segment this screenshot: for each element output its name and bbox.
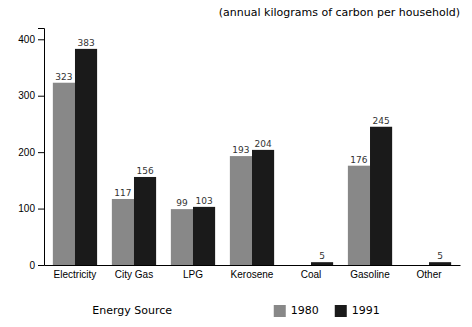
bar [53, 83, 75, 265]
y-tick: 300 [18, 90, 44, 101]
plot-area: 0 100 200 300 400 Electricity City Gas LPG Keros… [18, 29, 460, 281]
x-tick: Coal [301, 265, 322, 280]
bar [429, 262, 451, 265]
bar [348, 166, 370, 265]
bar [134, 177, 156, 265]
data-label: 176 [350, 155, 367, 165]
y-tick: 0 [29, 260, 44, 271]
bar [407, 265, 429, 266]
y-tick-label: 0 [29, 260, 35, 271]
x-tick-label: City Gas [115, 269, 153, 280]
y-tick: 200 [18, 147, 44, 158]
data-label: 245 [372, 116, 389, 126]
x-tick: Gasoline [350, 265, 390, 280]
data-label: 117 [114, 188, 131, 198]
x-tick-label: Kerosene [231, 269, 274, 280]
y-tick-mark [38, 39, 44, 40]
y-axis-line [38, 29, 45, 266]
legend-item: 1980 [274, 304, 319, 317]
y-tick-label: 200 [18, 147, 35, 158]
y-tick-label: 400 [18, 34, 35, 45]
bar [370, 127, 392, 265]
bar [230, 156, 252, 265]
y-tick-label: 300 [18, 90, 35, 101]
data-labels: 323 117 99 193 176 383 156 103 204 5 245 5 [55, 38, 443, 261]
x-tick-label: Gasoline [350, 269, 390, 280]
data-label: 103 [195, 196, 212, 206]
y-tick-mark [38, 265, 44, 266]
data-label: 5 [319, 251, 325, 261]
y-tick-mark [38, 96, 44, 97]
x-tick-label: Coal [301, 269, 322, 280]
x-tick: Electricity [54, 265, 97, 280]
x-tick-label: LPG [183, 269, 203, 280]
data-label: 193 [232, 145, 249, 155]
y-tick: 100 [18, 203, 44, 214]
bar [75, 49, 97, 265]
bar [171, 209, 193, 265]
x-axis-line [45, 265, 461, 266]
data-label: 204 [254, 139, 271, 149]
x-tick: City Gas [115, 265, 153, 280]
bar [252, 150, 274, 265]
legend-item: 1991 [335, 304, 380, 317]
data-label: 383 [77, 38, 94, 48]
bar [289, 265, 311, 266]
data-label: 5 [437, 251, 443, 261]
x-tick: LPG [183, 265, 203, 280]
x-tick: Other [417, 265, 443, 280]
title: (annual kilograms of carbon per househol… [219, 6, 460, 19]
legend-swatch [335, 305, 347, 317]
x-tick: Kerosene [231, 265, 274, 280]
data-label: 156 [136, 166, 153, 176]
data-label: 99 [176, 198, 188, 208]
bar [112, 199, 134, 265]
y-tick-mark [38, 152, 44, 153]
chart-svg: 0 100 200 300 400 Electricity City Gas LPG Keros… [0, 0, 472, 327]
y-tick: 400 [18, 34, 44, 45]
bar [193, 207, 215, 265]
legend-swatch [274, 305, 286, 317]
x-tick-label: Electricity [54, 269, 97, 280]
legend-label: 1980 [291, 304, 319, 317]
bar [311, 262, 333, 265]
y-tick-mark [38, 209, 44, 210]
y-axis: 0 100 200 300 400 [18, 29, 44, 271]
data-label: 323 [55, 72, 72, 82]
y-tick-label: 100 [18, 203, 35, 214]
x-axis-title: Energy Source [92, 304, 172, 317]
legend-label: 1991 [352, 304, 380, 317]
legend: 1980 1991 [274, 304, 380, 317]
x-tick-label: Other [417, 269, 443, 280]
bars [53, 49, 451, 265]
chart-container: 0 100 200 300 400 Electricity City Gas LPG Keros… [0, 0, 472, 327]
x-axis: Electricity City Gas LPG Kerosene Coal Gasoli… [45, 265, 461, 280]
